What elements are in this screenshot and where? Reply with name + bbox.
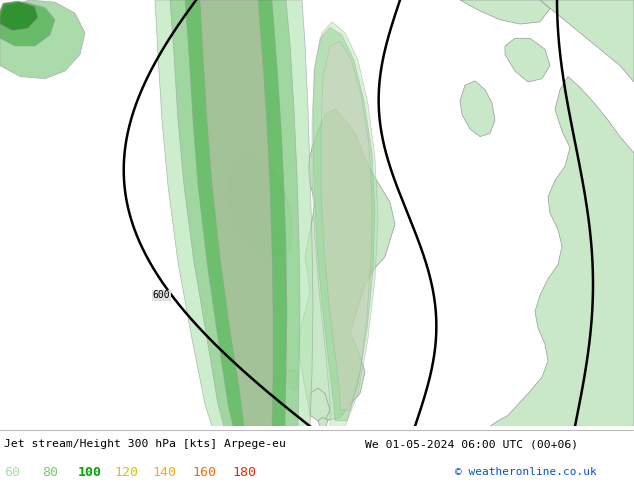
Polygon shape — [228, 155, 292, 257]
Text: 100: 100 — [78, 466, 102, 479]
Polygon shape — [270, 232, 292, 257]
Text: 60: 60 — [4, 466, 20, 479]
Text: Jet stream/Height 300 hPa [kts] Arpege-eu: Jet stream/Height 300 hPa [kts] Arpege-e… — [4, 439, 286, 449]
Polygon shape — [185, 0, 287, 426]
Text: 120: 120 — [114, 466, 138, 479]
Polygon shape — [505, 38, 550, 82]
Polygon shape — [310, 388, 330, 421]
Text: © weatheronline.co.uk: © weatheronline.co.uk — [455, 467, 597, 477]
Polygon shape — [170, 0, 300, 426]
Text: We 01-05-2024 06:00 UTC (00+06): We 01-05-2024 06:00 UTC (00+06) — [365, 439, 578, 449]
Text: 80: 80 — [42, 466, 58, 479]
Text: 600: 600 — [153, 290, 171, 300]
Polygon shape — [312, 22, 378, 426]
Polygon shape — [318, 417, 328, 426]
Polygon shape — [540, 0, 634, 82]
Polygon shape — [155, 0, 313, 426]
Polygon shape — [0, 2, 55, 46]
Polygon shape — [200, 0, 273, 426]
Polygon shape — [460, 81, 495, 137]
Polygon shape — [0, 0, 85, 79]
Polygon shape — [460, 0, 550, 24]
Polygon shape — [289, 382, 298, 390]
Polygon shape — [490, 76, 634, 426]
Text: 140: 140 — [152, 466, 176, 479]
Polygon shape — [284, 369, 298, 385]
Polygon shape — [321, 42, 372, 410]
Polygon shape — [0, 1, 38, 30]
Text: 180: 180 — [232, 466, 256, 479]
Polygon shape — [298, 109, 395, 421]
Text: 160: 160 — [192, 466, 216, 479]
Polygon shape — [313, 27, 375, 421]
